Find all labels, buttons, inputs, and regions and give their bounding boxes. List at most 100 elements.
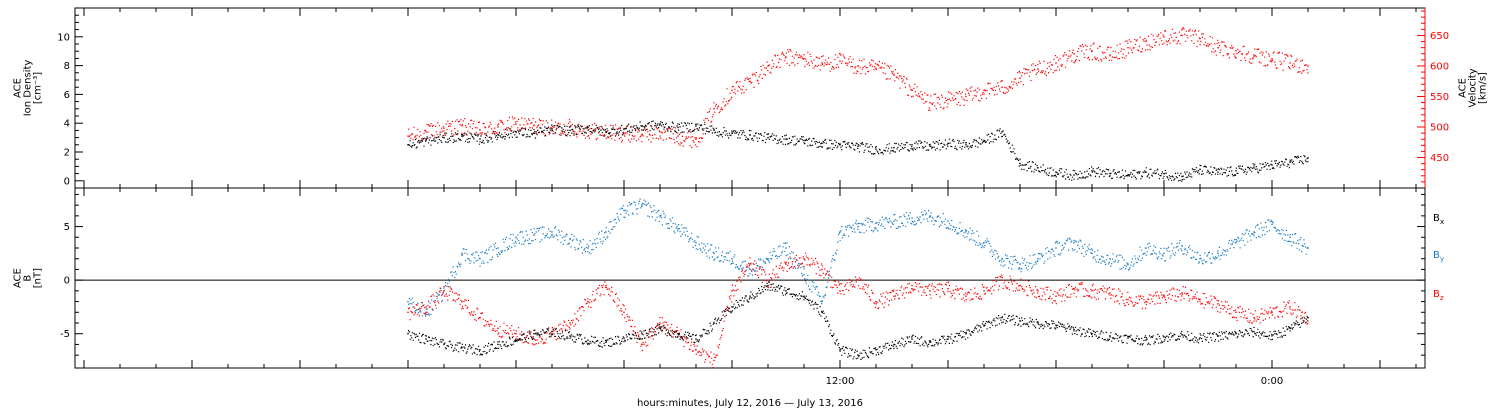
y2-tick-label: 600 bbox=[1430, 61, 1449, 72]
velocity-point bbox=[1109, 54, 1111, 56]
velocity-point bbox=[1163, 35, 1165, 38]
bz-point bbox=[821, 268, 823, 271]
bz-point bbox=[407, 311, 409, 313]
bx-point bbox=[1091, 333, 1093, 335]
velocity-point bbox=[1271, 57, 1273, 60]
bz-point bbox=[1001, 279, 1003, 281]
by-point bbox=[659, 215, 661, 217]
by-series bbox=[407, 198, 1309, 317]
bz-point bbox=[965, 295, 967, 297]
by-point bbox=[1271, 223, 1273, 226]
bz-point bbox=[1217, 303, 1219, 305]
by-scatter bbox=[408, 198, 1309, 317]
bz-point bbox=[731, 290, 733, 292]
by-point bbox=[497, 247, 499, 249]
bz-point bbox=[623, 311, 625, 313]
velocity-point bbox=[983, 89, 985, 92]
y2-tick-label: 450 bbox=[1430, 153, 1449, 164]
y2-tick-label: 500 bbox=[1430, 122, 1449, 133]
by-point bbox=[1019, 263, 1021, 265]
by-point bbox=[785, 247, 787, 249]
bx-point bbox=[839, 349, 841, 351]
bx-point bbox=[461, 346, 463, 349]
ion-density-point bbox=[479, 138, 481, 140]
ion-density-point bbox=[911, 144, 913, 146]
by-point bbox=[1217, 252, 1219, 255]
bx-point bbox=[1037, 322, 1039, 324]
by-point bbox=[857, 225, 859, 228]
velocity-axis-label-line: ACE bbox=[1458, 78, 1469, 98]
y-tick-label: 5 bbox=[64, 222, 70, 233]
bx-point bbox=[875, 349, 877, 351]
bz-point bbox=[461, 300, 463, 303]
bz-point bbox=[983, 290, 985, 292]
bz-point bbox=[767, 279, 769, 281]
bz-point bbox=[1271, 311, 1273, 313]
bx-point bbox=[911, 338, 913, 340]
by-point bbox=[641, 204, 643, 206]
by-point bbox=[695, 241, 697, 244]
bx-point bbox=[425, 338, 427, 340]
ion-density-axis-label-line: Ion Density bbox=[23, 60, 34, 117]
panel-frame-top bbox=[74, 7, 1426, 189]
by-point bbox=[893, 220, 895, 222]
velocity-point bbox=[515, 123, 517, 125]
bx-point bbox=[1271, 335, 1273, 337]
bz-point bbox=[875, 300, 877, 303]
bx-point bbox=[551, 330, 553, 333]
velocity-point bbox=[947, 98, 949, 101]
legend-label-bz: B bbox=[1433, 289, 1440, 300]
velocity-point bbox=[965, 95, 967, 98]
bx-point bbox=[677, 333, 679, 335]
ion-density-point bbox=[461, 135, 463, 137]
ion-density-point bbox=[821, 142, 823, 145]
bx-point bbox=[1199, 337, 1201, 339]
bz-point bbox=[1163, 295, 1165, 297]
ion-density-axis-label-line: ACE bbox=[13, 78, 24, 98]
ion-density-axis-label-line: [cm⁻³] bbox=[33, 72, 44, 104]
bz-point bbox=[1145, 300, 1147, 303]
legend-sub-bx: x bbox=[1440, 218, 1444, 226]
velocity-point bbox=[1001, 86, 1003, 89]
bx-point bbox=[983, 324, 985, 326]
by-point bbox=[1091, 252, 1093, 255]
y-tick-label: 0 bbox=[64, 276, 70, 287]
velocity-axis-label: ACE Velocity [km/s] bbox=[1458, 68, 1489, 107]
ion-density-point bbox=[767, 136, 769, 139]
ion-density-point bbox=[1271, 164, 1273, 166]
ion-density-point bbox=[1001, 131, 1003, 133]
by-point bbox=[749, 268, 751, 271]
y-tick-label: 4 bbox=[64, 119, 70, 130]
bz-point bbox=[1037, 290, 1039, 292]
bx-point bbox=[965, 333, 967, 335]
y-tick-label: 8 bbox=[64, 61, 70, 72]
ion-density-point bbox=[785, 138, 787, 140]
bz-point bbox=[713, 359, 715, 362]
bx-scatter bbox=[408, 281, 1309, 360]
velocity-point bbox=[533, 124, 535, 126]
bx-point bbox=[731, 306, 733, 308]
ion-density-point bbox=[983, 139, 985, 142]
ion-density-point bbox=[1199, 168, 1201, 170]
by-point bbox=[911, 217, 913, 219]
bx-point bbox=[587, 339, 589, 341]
bx-point bbox=[929, 341, 931, 343]
by-point bbox=[677, 228, 679, 230]
bz-point bbox=[605, 284, 607, 287]
ion-density-point bbox=[533, 132, 535, 134]
velocity-axis-label-line: Velocity bbox=[1468, 68, 1479, 107]
velocity-point bbox=[893, 74, 895, 76]
y-tick-label: 2 bbox=[64, 148, 70, 159]
bz-point bbox=[893, 295, 895, 297]
ion-density-point bbox=[1307, 157, 1309, 159]
bx-point bbox=[569, 335, 571, 337]
ion-density-point bbox=[893, 146, 895, 149]
ion-density-point bbox=[1163, 172, 1165, 175]
bz-point bbox=[1109, 292, 1111, 294]
by-point bbox=[1127, 263, 1129, 265]
ion-density-point bbox=[965, 144, 967, 146]
velocity-point bbox=[551, 127, 553, 129]
by-point bbox=[947, 220, 949, 222]
bx-point bbox=[605, 341, 607, 343]
